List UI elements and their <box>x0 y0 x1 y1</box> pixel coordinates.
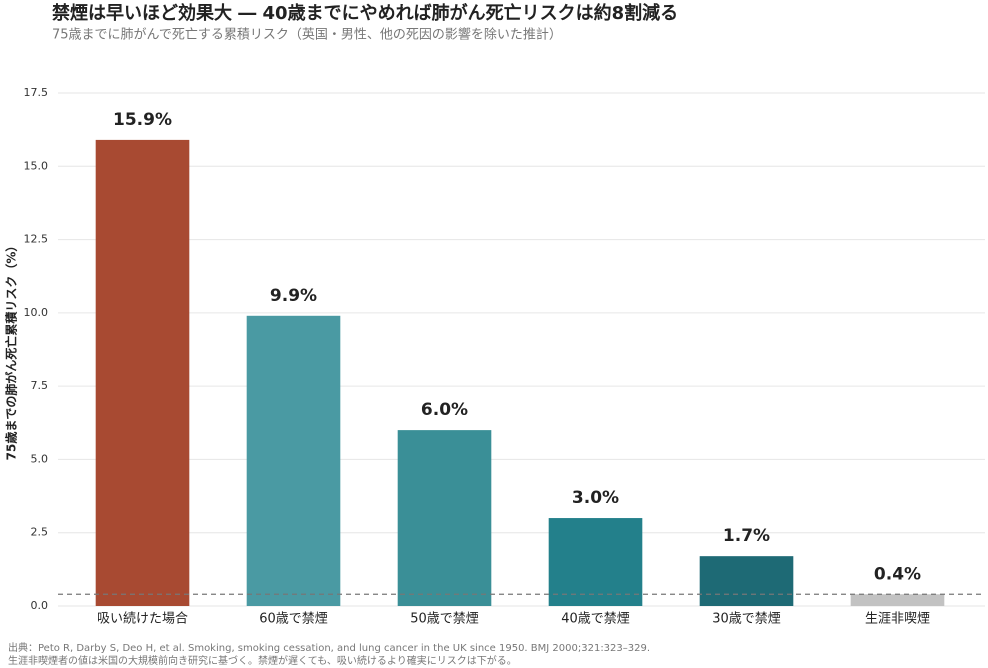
bar <box>246 315 341 606</box>
chart-subtitle: 75歳までに肺がんで死亡する累積リスク（英国・男性、他の死因の影響を除いた推計） <box>52 27 562 43</box>
bar <box>397 430 492 606</box>
footnote: 出典：Peto R, Darby S, Deo H, et al. Smokin… <box>8 641 650 654</box>
x-tick-label: 50歳で禁煙 <box>410 612 479 627</box>
x-tick-label: 40歳で禁煙 <box>561 612 630 627</box>
y-tick-label: 2.5 <box>31 526 49 539</box>
y-tick-label: 10.0 <box>24 306 49 319</box>
footnote: 生涯非喫煙者の値は米国の大規模前向き研究に基づく。禁煙が遅くても、吸い続けるより… <box>8 654 517 667</box>
chart-title: 禁煙は早いほど効果大 ― 40歳までにやめれば肺がん死亡リスクは約8割減る <box>52 2 678 24</box>
y-tick-label: 0.0 <box>31 599 49 612</box>
y-tick-label: 15.0 <box>24 159 49 172</box>
bar <box>95 139 190 606</box>
bar <box>699 556 794 606</box>
y-axis-label: 75歳までの肺がん死亡累積リスク（%） <box>4 240 19 461</box>
x-tick-label: 60歳で禁煙 <box>259 612 328 627</box>
value-label: 3.0% <box>572 488 619 508</box>
y-tick-label: 12.5 <box>24 233 49 246</box>
y-tick-label: 7.5 <box>31 379 49 392</box>
y-tick-label: 5.0 <box>31 452 49 465</box>
value-label: 6.0% <box>421 400 468 420</box>
y-tick-label: 17.5 <box>24 86 49 99</box>
value-label: 0.4% <box>874 564 921 584</box>
bar <box>850 594 945 606</box>
value-label: 15.9% <box>113 110 172 130</box>
x-tick-label: 吸い続けた場合 <box>97 612 188 627</box>
value-label: 9.9% <box>270 286 317 306</box>
x-tick-label: 30歳で禁煙 <box>712 612 781 627</box>
value-label: 1.7% <box>723 526 770 546</box>
x-tick-label: 生涯非喫煙 <box>865 612 930 627</box>
bar <box>548 518 643 606</box>
